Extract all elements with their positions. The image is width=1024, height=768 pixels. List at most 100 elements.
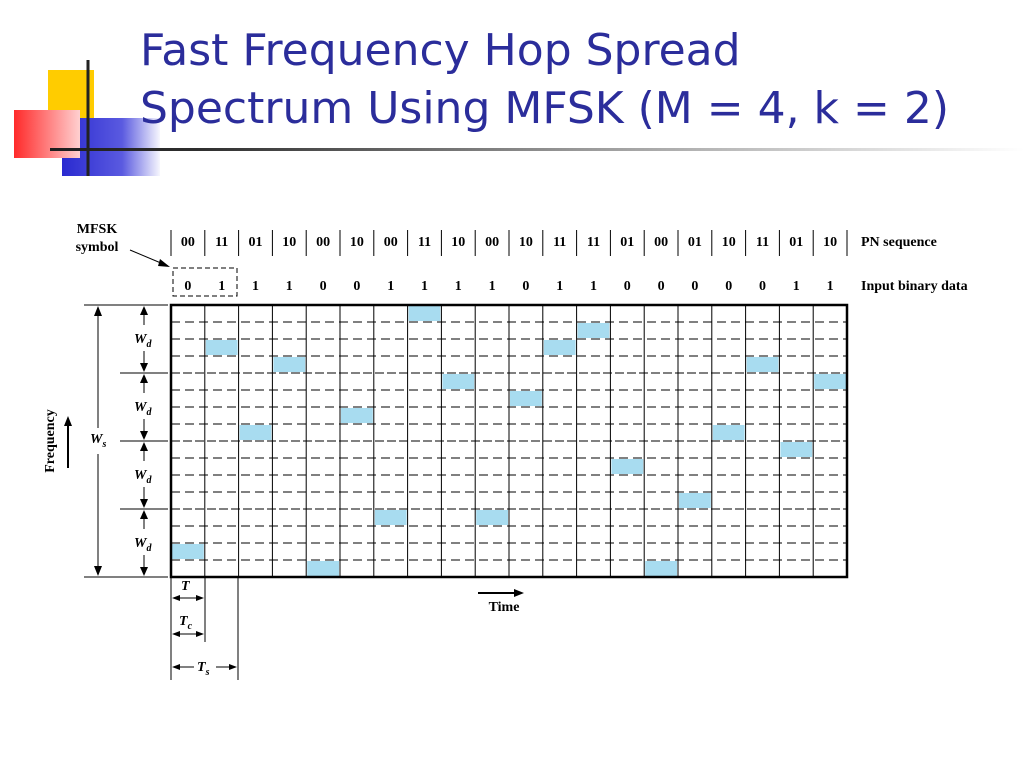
occupied-frequency-cell bbox=[341, 408, 373, 423]
input-bit: 1 bbox=[827, 279, 834, 294]
wd-label: Wd bbox=[134, 468, 152, 486]
pn-value: 10 bbox=[451, 235, 465, 250]
input-bit: 1 bbox=[455, 279, 462, 294]
wd-arrowhead bbox=[140, 499, 148, 508]
occupied-frequency-cell bbox=[205, 340, 238, 355]
input-bit: 1 bbox=[218, 279, 225, 294]
occupied-frequency-cell bbox=[172, 544, 204, 559]
occupied-frequency-cell bbox=[510, 391, 542, 406]
wd-arrowhead bbox=[140, 510, 148, 519]
input-bit: 0 bbox=[353, 279, 360, 294]
pn-value: 01 bbox=[620, 235, 634, 250]
t-label: T bbox=[181, 579, 191, 594]
pn-value: 00 bbox=[485, 235, 499, 250]
input-bit: 1 bbox=[489, 279, 496, 294]
occupied-frequency-cell bbox=[273, 357, 306, 372]
title-decoration bbox=[0, 0, 162, 200]
wd-arrowhead bbox=[140, 431, 148, 440]
title-line-1: Fast Frequency Hop Spread bbox=[140, 25, 741, 76]
input-bit: 1 bbox=[421, 279, 428, 294]
pn-value: 10 bbox=[823, 235, 837, 250]
wd-label: Wd bbox=[134, 536, 152, 554]
time-axis: Time bbox=[478, 589, 524, 615]
ts-label: Ts bbox=[197, 660, 210, 678]
mfsk-label: MFSK bbox=[77, 222, 118, 237]
frequency-label: Frequency bbox=[43, 409, 58, 473]
occupied-frequency-cell bbox=[611, 459, 644, 474]
occupied-frequency-cell bbox=[374, 510, 407, 525]
time-grid-lines bbox=[204, 305, 814, 577]
occupied-frequency-cell bbox=[746, 357, 779, 372]
occupied-frequency-cell bbox=[543, 340, 576, 355]
pn-value: 01 bbox=[688, 235, 702, 250]
pn-value: 11 bbox=[418, 235, 431, 250]
wd-arrowhead bbox=[140, 567, 148, 576]
time-dimensions: T Tc Ts bbox=[170, 578, 239, 680]
pn-value: 00 bbox=[654, 235, 668, 250]
input-bit: 1 bbox=[252, 279, 259, 294]
pn-value: 00 bbox=[181, 235, 195, 250]
pn-sequence-row: 00 11 01 10 00 10 00 11 10 00 10 11 11 01 00 01 10 11 01 10 bbox=[170, 230, 848, 256]
mfsk-pointer-arrowhead bbox=[158, 259, 170, 267]
occupied-frequency-cell bbox=[239, 425, 272, 440]
input-bit: 1 bbox=[286, 279, 293, 294]
input-bit: 0 bbox=[691, 279, 698, 294]
pn-sequence-label: PN sequence bbox=[861, 235, 937, 250]
occupied-frequency-cell bbox=[645, 561, 677, 576]
tc-label: Tc bbox=[179, 614, 193, 632]
wd-arrowhead bbox=[140, 306, 148, 315]
hop-grid-border bbox=[169, 303, 849, 579]
pn-value: 00 bbox=[316, 235, 330, 250]
wd-arrowhead bbox=[140, 363, 148, 372]
input-bit: 0 bbox=[624, 279, 631, 294]
occupied-frequency-cell bbox=[408, 306, 441, 321]
pn-value: 11 bbox=[756, 235, 769, 250]
time-arrow-head bbox=[514, 589, 524, 597]
occupied-frequency-cell bbox=[780, 442, 813, 457]
time-label: Time bbox=[489, 600, 520, 615]
input-bit: 0 bbox=[320, 279, 327, 294]
input-bits-row: 0 1 1 1 0 0 1 1 1 1 0 1 1 0 0 0 0 0 1 1 bbox=[184, 279, 833, 294]
input-bit: 0 bbox=[725, 279, 732, 294]
input-bit: 0 bbox=[658, 279, 665, 294]
occupied-frequency-cell bbox=[712, 425, 745, 440]
wd-arrowhead bbox=[140, 374, 148, 383]
pn-value: 00 bbox=[384, 235, 398, 250]
pn-value: 11 bbox=[587, 235, 600, 250]
pn-value: 01 bbox=[789, 235, 803, 250]
pn-value: 10 bbox=[282, 235, 296, 250]
wd-dimensions: Wd Wd Wd Wd bbox=[120, 306, 168, 578]
pn-value: 10 bbox=[519, 235, 533, 250]
pn-value: 10 bbox=[350, 235, 364, 250]
ws-label: Ws bbox=[90, 432, 106, 450]
pn-value: 11 bbox=[215, 235, 228, 250]
input-bit: 1 bbox=[556, 279, 563, 294]
pn-value: 11 bbox=[553, 235, 566, 250]
frequency-arrow-head bbox=[64, 416, 72, 426]
occupied-frequency-cell bbox=[442, 374, 475, 389]
input-bit: 0 bbox=[522, 279, 529, 294]
input-bit: 1 bbox=[387, 279, 394, 294]
input-binary-label: Input binary data bbox=[861, 279, 968, 294]
input-bit: 1 bbox=[793, 279, 800, 294]
mfsk-symbol-box bbox=[172, 267, 238, 297]
wd-label: Wd bbox=[134, 400, 152, 418]
occupied-frequency-cell bbox=[814, 374, 846, 389]
occupied-frequency-cell bbox=[307, 561, 339, 576]
occupied-cells bbox=[172, 306, 846, 576]
wd-arrowhead bbox=[140, 442, 148, 451]
pn-value: 10 bbox=[722, 235, 736, 250]
pn-value: 01 bbox=[249, 235, 263, 250]
input-bit: 0 bbox=[184, 279, 191, 294]
occupied-frequency-cell bbox=[577, 323, 610, 338]
input-bit: 0 bbox=[759, 279, 766, 294]
slide-title: Fast Frequency Hop Spread Spectrum Using… bbox=[140, 22, 949, 138]
title-line-2: Spectrum Using MFSK (M = 4, k = 2) bbox=[140, 83, 950, 134]
frequency-axis: Frequency bbox=[43, 409, 72, 473]
occupied-frequency-cell bbox=[679, 493, 711, 508]
title-underline bbox=[50, 148, 1024, 151]
wd-label: Wd bbox=[134, 332, 152, 350]
input-bit: 1 bbox=[590, 279, 597, 294]
decorative-squares-icon bbox=[14, 60, 162, 176]
